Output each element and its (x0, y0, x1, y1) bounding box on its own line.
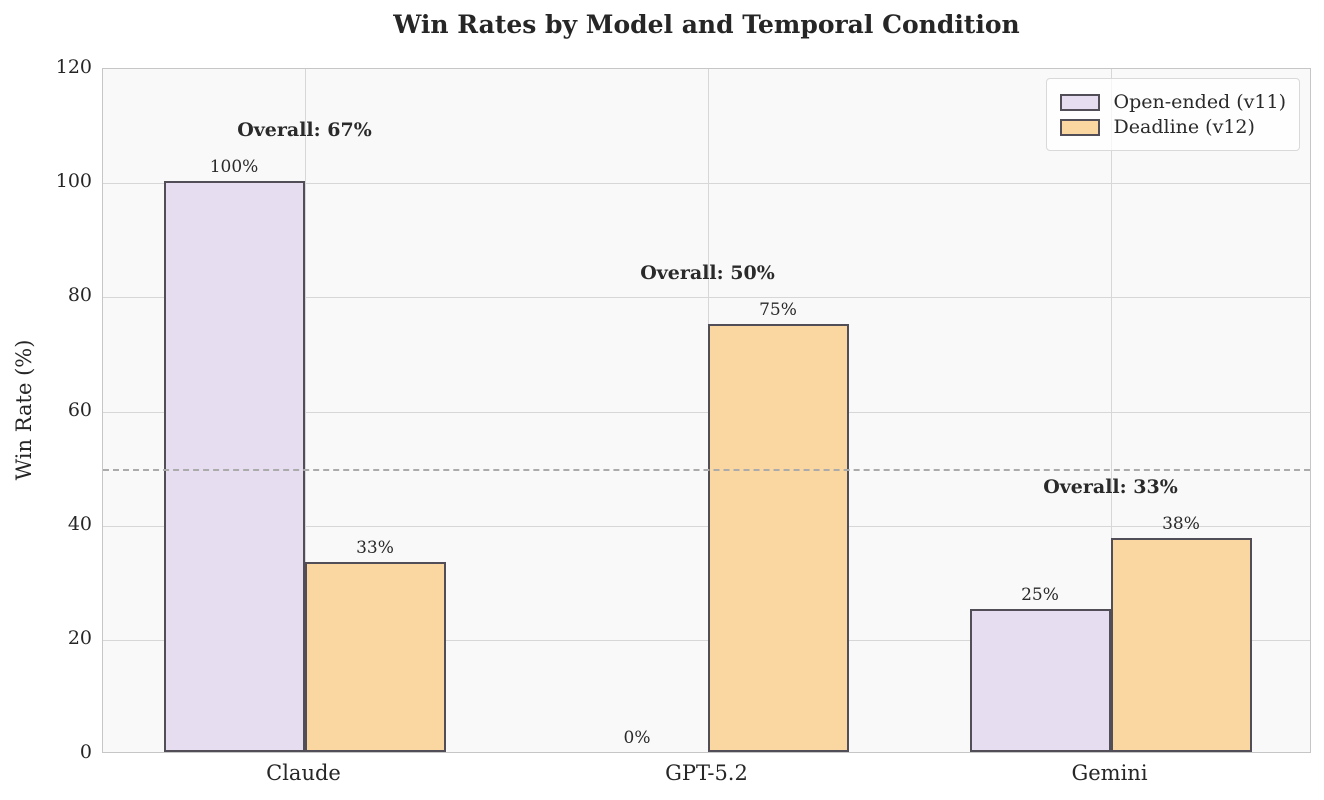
gridline-vertical-claude (304, 69, 306, 752)
bar-claude-deadline-v12- (304, 561, 446, 752)
bar-gemini-open-ended-v11- (969, 609, 1111, 752)
y-tick-label-60: 60 (67, 398, 92, 421)
legend-item-deadline-v12: Deadline (v12) (1059, 116, 1286, 138)
bar-value-label: 33% (356, 537, 394, 558)
x-tick-label-claude: Claude (266, 761, 341, 785)
bar-value-label: 100% (209, 157, 259, 178)
y-tick-label-80: 80 (67, 284, 92, 307)
overall-annotation-claude: Overall: 67% (237, 119, 372, 142)
chart-title: Win Rates by Model and Temporal Conditio… (393, 10, 1020, 39)
y-tick-label-20: 20 (67, 626, 92, 649)
y-tick-label-120: 120 (55, 56, 92, 78)
legend-item-open-ended-v11: Open-ended (v11) (1059, 91, 1286, 113)
y-tick-label-40: 40 (67, 512, 92, 535)
legend-label-open-ended-v11: Open-ended (v11) (1113, 91, 1286, 113)
gridline-horizontal-20 (103, 639, 1310, 641)
legend-swatch-deadline-v12 (1059, 118, 1100, 136)
gridline-horizontal-40 (103, 525, 1310, 527)
bar-gemini-deadline-v12- (1110, 537, 1252, 752)
bar-value-label: 0% (623, 728, 651, 748)
bar-gpt-5.2-deadline-v12- (707, 323, 849, 752)
reference-line-50pct (103, 468, 1310, 471)
y-tick-label-0: 0 (79, 741, 92, 763)
gridline-vertical-gemini (1110, 69, 1112, 752)
gridline-horizontal-80 (103, 297, 1310, 299)
bar-value-label: 25% (1021, 585, 1059, 606)
overall-annotation-gemini: Overall: 33% (1043, 475, 1178, 498)
x-tick-label-gpt-5.2: GPT-5.2 (665, 761, 748, 785)
y-tick-label-100: 100 (55, 170, 92, 193)
x-tick-label-gemini: Gemini (1071, 761, 1148, 785)
plot-area: 100% 0% 25% 33% 75% 38% Overall: 67% Overall: 5… (102, 68, 1311, 753)
legend: Open-ended (v11) Deadline (v12) (1045, 78, 1300, 151)
legend-label-deadline-v12: Deadline (v12) (1113, 116, 1255, 138)
gridline-horizontal-100 (103, 183, 1310, 185)
bar-claude-open-ended-v11- (163, 181, 305, 752)
legend-swatch-open-ended-v11 (1059, 93, 1100, 111)
gridline-horizontal-60 (103, 411, 1310, 413)
bar-value-label: 75% (759, 299, 797, 320)
bar-value-label: 38% (1162, 513, 1200, 534)
overall-annotation-gpt-5.2: Overall: 50% (640, 261, 775, 284)
